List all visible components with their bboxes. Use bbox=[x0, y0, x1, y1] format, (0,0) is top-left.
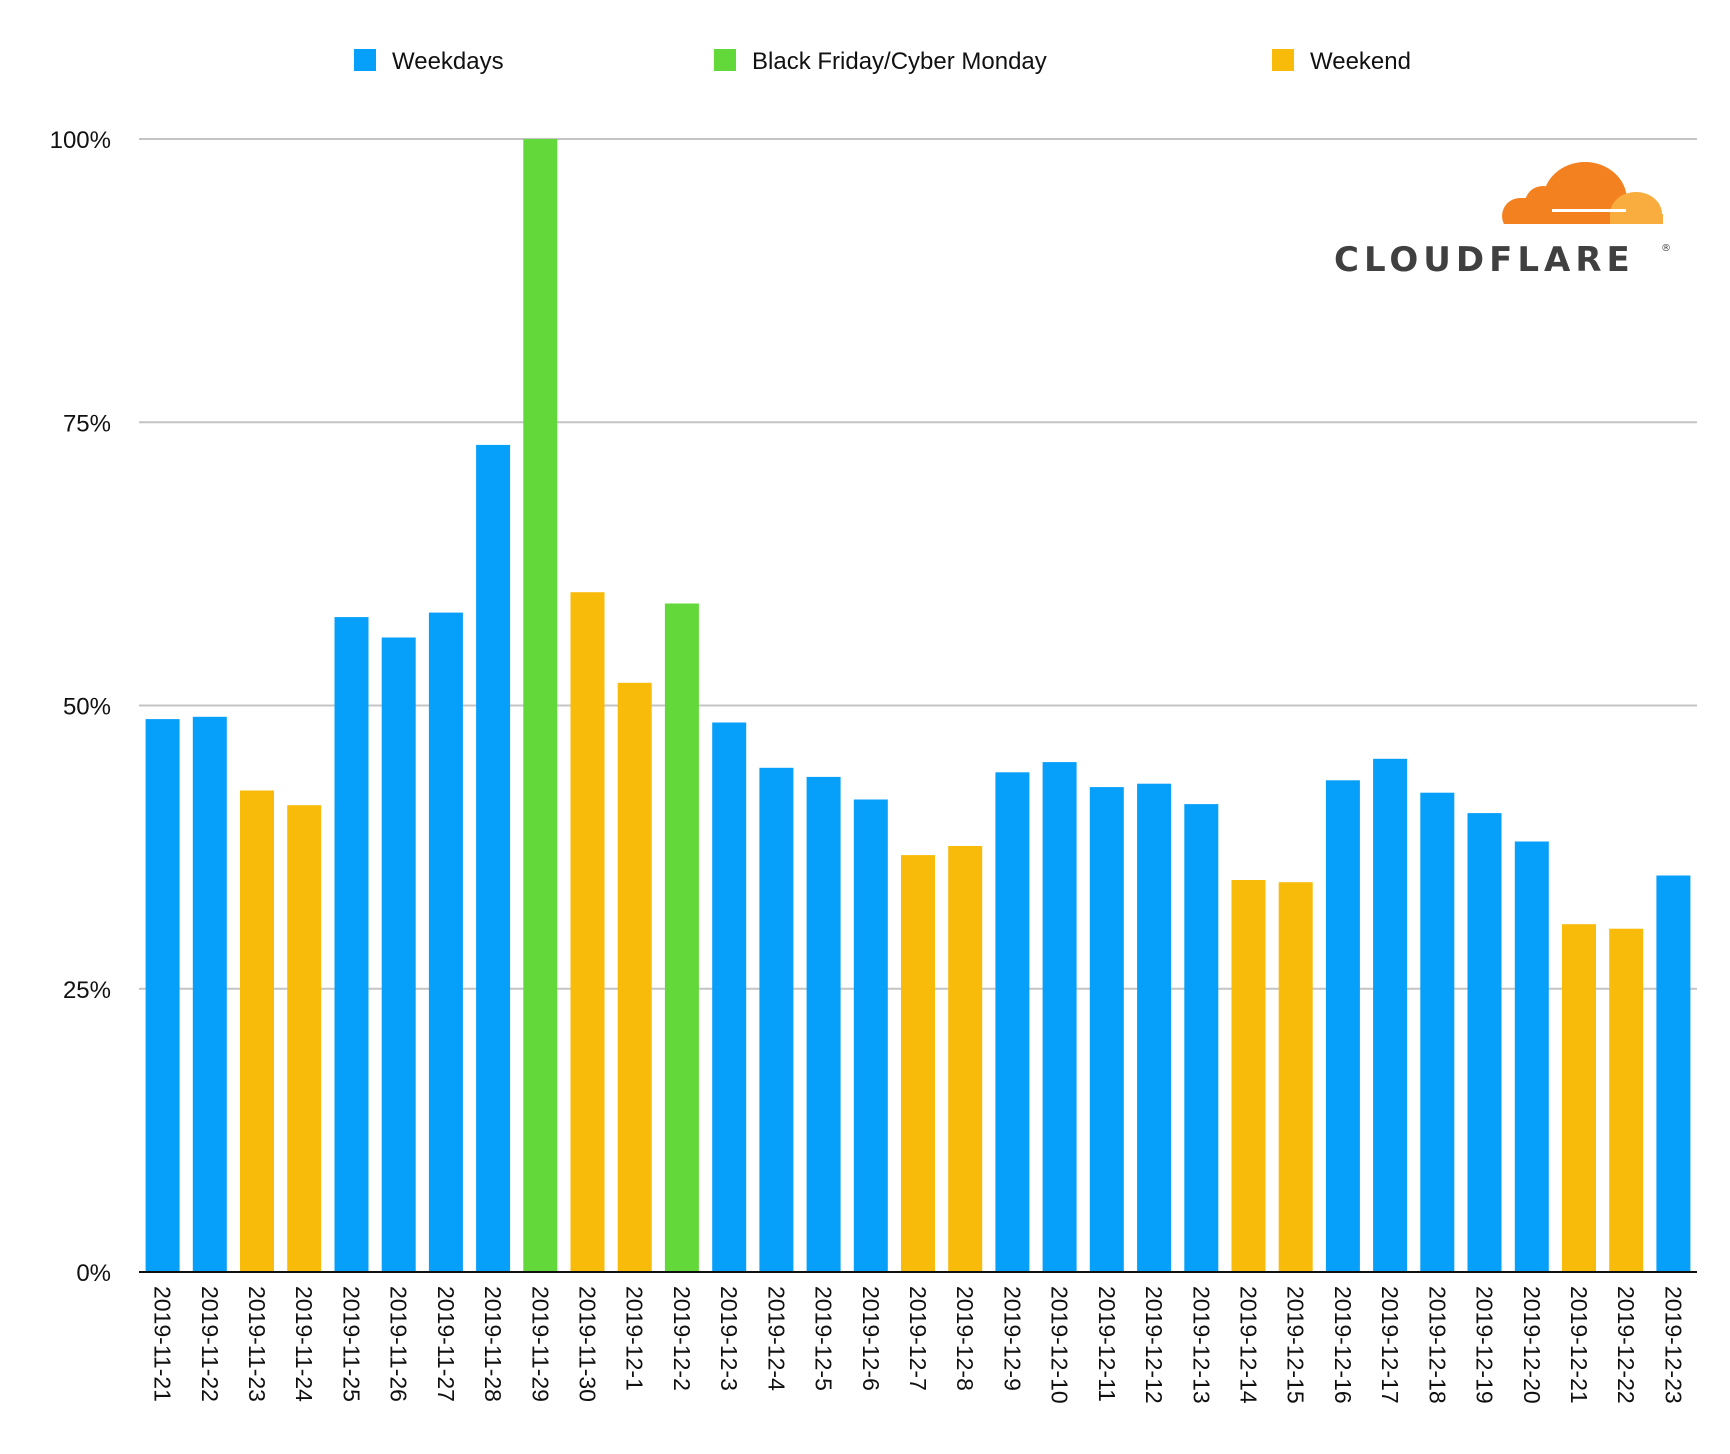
legend-label-bfcm: Black Friday/Cyber Monday bbox=[752, 48, 1047, 75]
bar bbox=[428, 612, 463, 1272]
legend-swatch-weekday bbox=[354, 49, 376, 71]
x-tick-label: 2019-11-30 bbox=[575, 1286, 601, 1402]
logo-wordmark: CLOUDFLARE bbox=[1334, 240, 1635, 280]
x-tick-label: 2019-12-4 bbox=[763, 1286, 789, 1391]
x-tick-label: 2019-12-11 bbox=[1094, 1286, 1120, 1402]
bar bbox=[240, 790, 274, 1272]
bar bbox=[948, 846, 983, 1272]
x-axis-tick-labels: 2019-11-21 2019-11-22 2019-11-23 2019-11-24… bbox=[150, 1286, 1687, 1404]
bar bbox=[145, 719, 180, 1272]
x-tick-label: 2019-12-2 bbox=[669, 1286, 695, 1391]
x-tick-label: 2019-12-21 bbox=[1566, 1286, 1592, 1404]
bar bbox=[381, 637, 416, 1272]
y-tick-label: 50% bbox=[63, 694, 111, 721]
x-tick-label: 2019-11-25 bbox=[339, 1286, 365, 1402]
y-axis-tick-labels: 0% 25% 50% 75% 100% bbox=[50, 127, 111, 1287]
cloud-icon bbox=[1500, 162, 1665, 238]
bar bbox=[476, 444, 511, 1272]
x-tick-label: 2019-11-27 bbox=[433, 1286, 459, 1402]
x-tick-label: 2019-11-26 bbox=[386, 1286, 412, 1402]
x-tick-label: 2019-12-9 bbox=[999, 1286, 1025, 1391]
bar bbox=[759, 767, 794, 1272]
x-tick-label: 2019-11-29 bbox=[527, 1286, 553, 1402]
x-tick-label: 2019-12-16 bbox=[1330, 1286, 1356, 1404]
bar bbox=[1514, 841, 1549, 1272]
bar bbox=[995, 772, 1030, 1272]
x-tick-label: 2019-12-19 bbox=[1472, 1286, 1498, 1404]
bar bbox=[901, 855, 935, 1272]
bar bbox=[1231, 880, 1266, 1272]
bar bbox=[1184, 804, 1219, 1272]
bar bbox=[664, 603, 699, 1272]
bar bbox=[1278, 882, 1313, 1272]
registered-mark: ® bbox=[1661, 243, 1671, 254]
x-tick-label: 2019-12-12 bbox=[1141, 1286, 1167, 1404]
bar bbox=[1373, 758, 1408, 1272]
x-tick-label: 2019-12-18 bbox=[1424, 1286, 1450, 1404]
x-tick-label: 2019-12-6 bbox=[858, 1286, 884, 1391]
bar bbox=[1325, 780, 1360, 1272]
x-tick-label: 2019-12-8 bbox=[952, 1286, 978, 1391]
bar bbox=[1042, 762, 1077, 1272]
x-tick-label: 2019-11-21 bbox=[150, 1286, 176, 1402]
bar bbox=[1467, 813, 1502, 1272]
bar bbox=[1089, 787, 1124, 1272]
bar bbox=[287, 805, 322, 1272]
legend-swatch-bfcm bbox=[714, 49, 736, 71]
legend-label-weekend: Weekend bbox=[1310, 48, 1411, 75]
bar bbox=[617, 682, 652, 1272]
legend-swatch-weekend bbox=[1272, 49, 1294, 71]
x-tick-label: 2019-11-28 bbox=[480, 1286, 506, 1402]
y-tick-label: 100% bbox=[50, 127, 111, 154]
bars bbox=[145, 139, 1691, 1272]
x-tick-label: 2019-11-23 bbox=[244, 1286, 270, 1402]
x-tick-label: 2019-12-22 bbox=[1613, 1286, 1639, 1404]
legend: Weekdays Black Friday/Cyber Monday Weekend bbox=[354, 48, 1411, 75]
bar bbox=[853, 799, 888, 1272]
x-tick-label: 2019-12-10 bbox=[1047, 1286, 1073, 1404]
x-tick-label: 2019-12-15 bbox=[1283, 1286, 1309, 1404]
bar bbox=[712, 722, 747, 1272]
bar bbox=[334, 617, 369, 1272]
bar bbox=[1420, 792, 1455, 1272]
bar bbox=[192, 716, 227, 1272]
x-tick-label: 2019-11-22 bbox=[197, 1286, 223, 1402]
y-tick-label: 25% bbox=[63, 977, 111, 1004]
bar bbox=[1562, 924, 1596, 1272]
x-tick-label: 2019-12-20 bbox=[1519, 1286, 1545, 1404]
x-tick-label: 2019-12-13 bbox=[1188, 1286, 1214, 1404]
bar bbox=[1609, 928, 1644, 1272]
x-tick-label: 2019-12-3 bbox=[716, 1286, 742, 1391]
x-tick-label: 2019-12-23 bbox=[1660, 1286, 1686, 1404]
bar bbox=[1137, 783, 1172, 1272]
x-tick-label: 2019-12-14 bbox=[1236, 1286, 1262, 1404]
legend-label-weekday: Weekdays bbox=[392, 48, 504, 75]
x-tick-label: 2019-12-7 bbox=[905, 1286, 931, 1391]
x-tick-label: 2019-12-17 bbox=[1377, 1286, 1403, 1404]
cloudflare-logo: CLOUDFLARE ® bbox=[1334, 162, 1671, 280]
x-tick-label: 2019-11-24 bbox=[291, 1286, 317, 1402]
bar bbox=[523, 139, 558, 1272]
y-tick-label: 75% bbox=[63, 410, 111, 437]
x-tick-label: 2019-12-5 bbox=[811, 1286, 837, 1391]
y-tick-label: 0% bbox=[76, 1260, 111, 1287]
x-tick-label: 2019-12-1 bbox=[622, 1286, 648, 1391]
bar bbox=[570, 592, 605, 1272]
bar bbox=[806, 776, 841, 1272]
bar bbox=[1656, 875, 1691, 1272]
